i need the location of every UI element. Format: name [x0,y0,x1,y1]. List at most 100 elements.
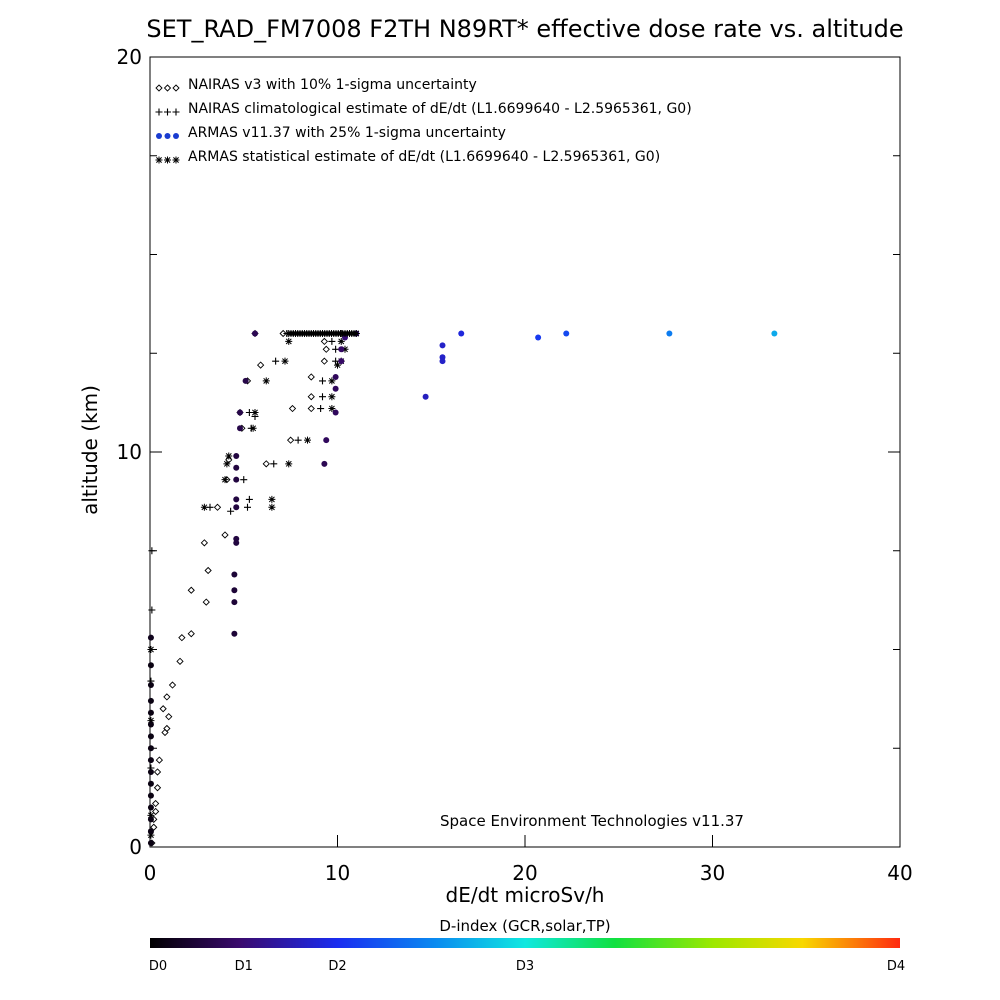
armas-statistical-point [147,717,155,725]
armas-point [439,354,446,361]
armas-statistical-point [172,156,180,164]
chart-title: SET_RAD_FM7008 F2TH N89RT* effective dos… [146,15,903,43]
nairas-climatology-point [319,377,326,385]
armas-statistical-point [200,503,208,511]
armas-statistical-point [285,337,293,345]
armas-point [147,757,154,764]
nairas-v3-point [322,345,330,353]
y-tick-label: 20 [117,45,142,69]
x-axis-label: dE/dt microSv/h [446,883,605,907]
armas-point [147,816,154,823]
nairas-climatology-point [319,393,326,401]
nairas-v3-point [213,503,222,511]
nairas-climatology-point [244,503,251,511]
credit-text: Space Environment Technologies v11.37 [440,812,744,830]
armas-statistical-point [249,424,257,432]
legend-label: NAIRAS climatological estimate of dE/dt … [188,101,692,117]
armas-point [237,425,243,432]
armas-statistical-point [268,503,276,511]
colorbar-label: D3 [516,959,534,974]
legend-label: ARMAS v11.37 with 25% 1-sigma uncertaint… [188,125,506,141]
nairas-climatology-point [172,108,180,116]
armas-point [342,334,348,341]
armas-point [147,792,154,799]
axis-ticks [149,56,901,848]
armas-point [147,697,154,704]
nairas-v3-point [202,598,210,606]
armas-point [233,464,240,471]
nairas-v3-point [286,436,295,444]
armas-point [422,393,429,400]
colorbar-label: D0 [149,959,167,974]
armas-point [233,504,240,511]
colorbar [150,938,900,948]
x-tick-label: 30 [700,861,725,885]
nairas-v3-point [165,713,173,721]
nairas-climatology-point [240,476,248,484]
colorbar-label: D1 [235,959,253,974]
armas-point [173,133,179,139]
x-tick-label: 20 [512,861,537,885]
armas-statistical-point [352,330,360,337]
armas-point [147,828,154,835]
armas-point [231,599,238,606]
armas-statistical-point [328,405,336,413]
armas-point [231,571,238,578]
nairas-climatology-point [148,606,156,614]
nairas-climatology-point [317,405,325,413]
armas-statistical-point [281,357,289,365]
armas-statistical-point [304,436,311,444]
armas-point [252,330,258,337]
nairas-climatology-point [270,460,278,468]
armas-point [332,409,339,416]
armas-point [147,682,154,689]
armas-point [231,587,238,594]
nairas-v3-point [320,337,329,346]
nairas-climatology-point [245,495,253,503]
colorbar-labels: D0 D1 D2 D3 D4 [149,959,905,974]
data-points [147,329,778,847]
armas-statistical-point [221,476,229,484]
nairas-v3-point [176,657,184,665]
armas-point [147,721,154,728]
armas-point [147,840,154,847]
armas-point [535,334,542,341]
armas-point [332,385,339,392]
x-tick-label: 10 [325,861,350,885]
nairas-climatology-point [155,108,163,116]
armas-point [233,452,240,459]
nairas-v3-point [153,768,162,776]
armas-point [233,476,240,483]
nairas-v3-point [155,84,163,92]
y-axis-label: altitude (km) [78,385,102,515]
armas-point [323,437,330,444]
nairas-v3-point [320,357,329,365]
armas-point [147,634,154,641]
armas-point [237,409,243,416]
armas-statistical-point [225,452,233,460]
armas-statistical-point [328,377,336,385]
nairas-v3-point [161,728,169,737]
armas-statistical-point [164,156,171,164]
armas-statistical-point [262,377,270,385]
armas-statistical-point [334,361,341,369]
armas-statistical-point [155,156,163,164]
armas-point [233,535,240,542]
nairas-v3-point [155,756,164,764]
nairas-v3-point [204,566,212,575]
armas-statistical-point [285,460,293,468]
nairas-v3-point [168,681,177,689]
nairas-v3-point [262,460,270,468]
nairas-v3-point [288,404,297,413]
colorbar-label: D4 [887,959,905,974]
armas-point [321,460,328,467]
armas-point [771,330,778,337]
armas-point [147,662,154,669]
nairas-climatology-point [272,357,280,365]
y-tick-labels: 0 10 20 [117,45,142,859]
armas-statistical-point [147,646,155,653]
nairas-v3-point [279,329,287,338]
nairas-climatology-point [227,507,235,515]
armas-point [338,358,345,365]
